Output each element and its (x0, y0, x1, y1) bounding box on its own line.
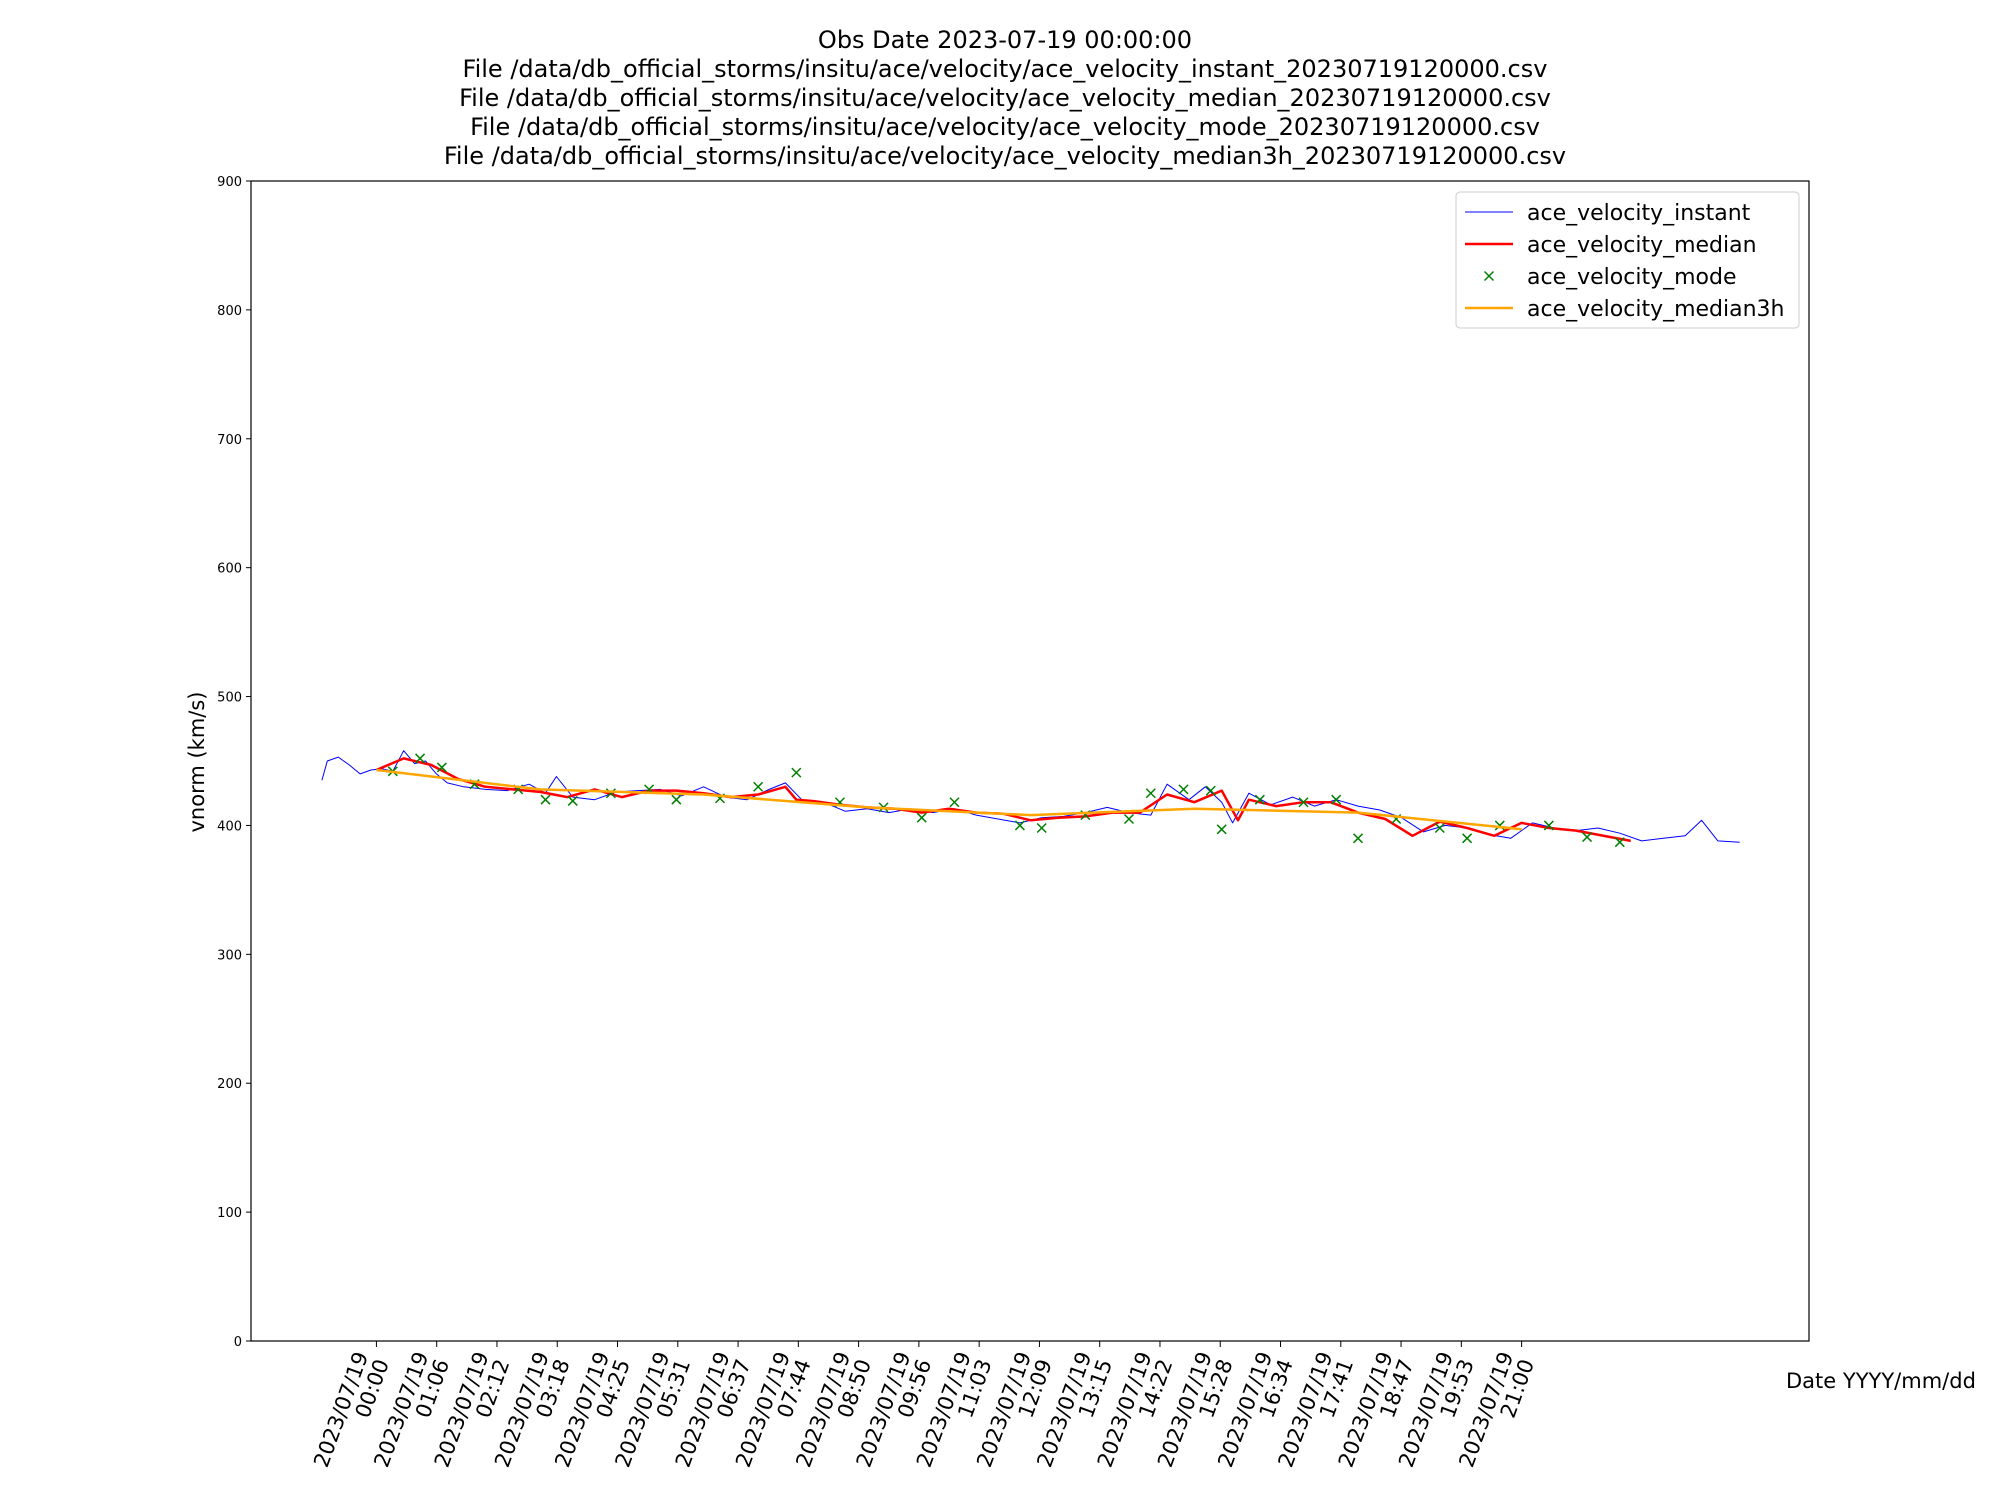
series-marker (1216, 824, 1227, 835)
series-line (376, 768, 1522, 831)
legend-label: ace_velocity_median3h (1527, 297, 1785, 322)
series-marker (1462, 833, 1473, 844)
y-tick-label: 700 (217, 433, 242, 448)
chart-title: File /data/db_official_storms/insitu/ace… (459, 84, 1551, 112)
series-marker (436, 762, 447, 773)
series-marker (916, 812, 927, 823)
series-marker (1205, 785, 1216, 796)
series-marker (1036, 822, 1047, 834)
series-marker (1298, 797, 1309, 808)
series-marker (753, 781, 764, 792)
series-marker (567, 795, 578, 806)
legend-label: ace_velocity_median (1527, 233, 1757, 258)
y-tick-label: 0 (234, 1335, 242, 1350)
x-axis-label: Date YYYY/mm/dd (1786, 1369, 1976, 1393)
y-tick-label: 100 (217, 1206, 242, 1221)
series-marker (1178, 784, 1189, 795)
y-tick-label: 300 (217, 948, 242, 963)
y-tick-label: 500 (217, 691, 242, 706)
series-marker (540, 794, 551, 805)
series-marker (791, 767, 802, 778)
series-marker (1434, 822, 1445, 834)
series-marker (1331, 794, 1342, 805)
chart-title: File /data/db_official_storms/insitu/ace… (470, 113, 1540, 141)
legend: ace_velocity_instant ace_velocity_mediana… (1455, 191, 1800, 329)
legend-label: ace_velocity_mode (1527, 265, 1736, 290)
series-marker (1614, 837, 1625, 848)
y-tick-label: 900 (217, 175, 242, 190)
series-marker (671, 794, 682, 805)
series-marker (1145, 788, 1156, 799)
y-axis-label: vnorm (km/s) (185, 691, 209, 832)
chart-title: Obs Date 2023-07-19 00:00:00 (818, 26, 1192, 54)
series-line (321, 750, 1740, 843)
chart-title: File /data/db_official_storms/insitu/ace… (463, 55, 1548, 83)
series-marker (1543, 820, 1554, 831)
series-line (375, 757, 1631, 843)
series-marker (1123, 813, 1135, 825)
legend-label: ace_velocity_instant (1527, 201, 1751, 226)
y-tick-label: 400 (217, 819, 242, 834)
y-tick-label: 200 (217, 1077, 242, 1092)
legend-swatch (1483, 270, 1495, 282)
y-tick-label: 800 (217, 304, 242, 319)
y-tick-label: 600 (217, 562, 242, 577)
chart-title: File /data/db_official_storms/insitu/ace… (444, 142, 1566, 170)
legend-box (1455, 191, 1800, 329)
series-marker (1582, 832, 1593, 843)
series-marker (605, 788, 616, 799)
series-marker (949, 797, 960, 808)
series-marker (415, 753, 426, 764)
series-marker (1352, 833, 1364, 844)
plot-frame (250, 180, 1810, 1342)
series-marker (1014, 820, 1025, 831)
series-marker (1254, 794, 1265, 805)
